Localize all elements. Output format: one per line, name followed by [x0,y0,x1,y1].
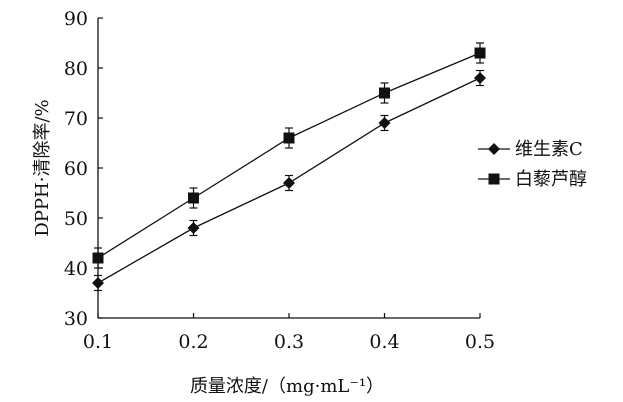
legend-marker [488,143,500,155]
data-point [474,72,486,84]
data-point [92,252,104,264]
y-tick-label: 60 [64,158,88,180]
x-axis-title: 质量浓度/（mg·mL⁻¹） [190,376,384,397]
legend-label: 白藜芦醇 [515,169,587,190]
legend-label: 维生素C [515,139,583,160]
y-tick-label: 30 [64,308,88,330]
data-point [188,192,199,204]
data-point [379,87,390,99]
x-tick-label: 0.2 [178,331,208,353]
series-layer [92,42,486,292]
y-tick-label: 70 [64,108,88,130]
data-point [187,222,200,234]
series-1 [92,42,486,269]
series-line [97,52,481,259]
x-tick-label: 0.4 [369,331,399,353]
axes: 30 40 50 60 70 80 90 0.1 0.2 0.3 0.4 0.5 [64,8,495,353]
data-point [474,47,486,59]
y-tick-label: 50 [64,208,88,230]
legend: 维生素C 白藜芦醇 [478,139,587,190]
x-tick-label: 0.5 [465,331,495,353]
x-tick-label: 0.3 [274,331,304,353]
legend-marker [488,173,500,185]
data-point [92,277,104,289]
series-0 [92,69,486,292]
data-point [378,117,391,129]
data-point [283,177,295,189]
y-axis-title: DPPH·清除率/% [32,99,53,236]
y-tick-label: 90 [64,8,88,30]
data-point [283,132,295,144]
y-tick-label: 80 [64,58,88,80]
x-tick-label: 0.1 [83,331,113,353]
y-tick-label: 40 [64,258,88,280]
